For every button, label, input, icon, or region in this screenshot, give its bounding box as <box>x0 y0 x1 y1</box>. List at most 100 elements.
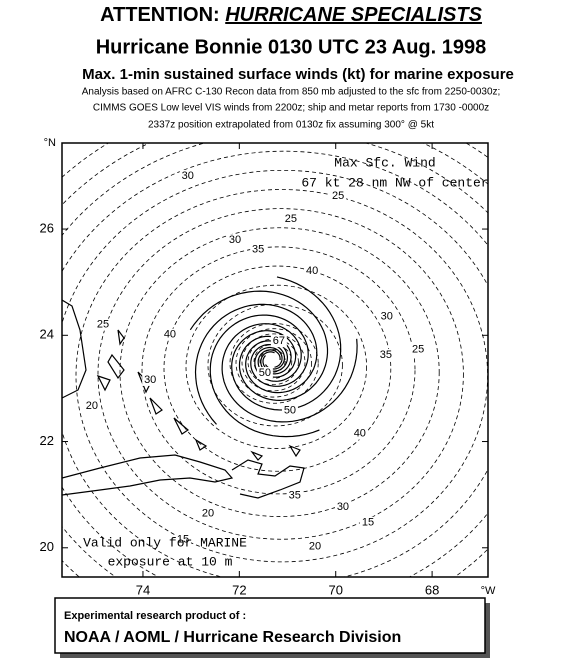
streamline <box>221 323 358 423</box>
label-bg <box>250 243 267 256</box>
label-bg <box>334 500 351 513</box>
lat-unit: °N <box>44 137 56 149</box>
lon-label: 74 <box>136 582 150 597</box>
map-frame <box>61 142 489 578</box>
label-bg <box>227 234 244 247</box>
label-bg <box>83 399 100 412</box>
label-bg <box>330 190 347 203</box>
label-bg <box>306 540 323 553</box>
contour-label: 30 <box>229 234 241 246</box>
note: CIMMS GOES Low level VIS winds from 2200… <box>93 103 489 114</box>
lon-unit: °W <box>481 585 496 597</box>
coast <box>62 454 234 496</box>
streamline <box>194 303 318 425</box>
lat-label: 22 <box>40 433 54 448</box>
contour-label: 35 <box>289 490 301 502</box>
label-bg <box>377 348 394 361</box>
island <box>250 450 264 461</box>
contour-label: 20 <box>202 508 214 520</box>
label-bg <box>142 373 159 386</box>
validity: Valid only for MARINE <box>83 535 247 550</box>
footer-box <box>54 597 486 654</box>
lat-label: 24 <box>40 327 54 342</box>
lat-label: 20 <box>40 539 54 554</box>
footer-line: NOAA / AOML / Hurricane Research Divisio… <box>64 629 401 646</box>
lon-label: 72 <box>232 582 246 597</box>
streamline <box>209 314 320 438</box>
label-bg <box>281 404 298 417</box>
contour-label: 50 <box>259 367 271 379</box>
isotach-dashed <box>119 227 440 517</box>
label-bg <box>360 516 377 529</box>
contour-label: 40 <box>164 329 176 341</box>
isotach-dashed <box>141 246 416 495</box>
island <box>288 444 301 458</box>
coastlines <box>62 299 305 499</box>
label-bg <box>94 318 111 331</box>
note: 2337z position extrapolated from 0130z f… <box>148 120 434 131</box>
label-bg <box>174 533 191 546</box>
label-bg <box>256 367 273 380</box>
contour-label: 40 <box>354 427 366 439</box>
contour-label: 30 <box>337 501 349 513</box>
note: Analysis based on AFRC C-130 Recon data … <box>82 87 501 98</box>
contour-label: 67 <box>273 335 285 347</box>
isotach-dashed <box>185 284 367 449</box>
contour-label: 20 <box>309 541 321 553</box>
title: ATTENTION: HURRICANE SPECIALISTS <box>100 4 483 26</box>
isotach-dashed <box>241 333 306 392</box>
contour-labels: 30 25 25 30 35 40 25 40 30 35 25 67 50 50 40 35 30 15 20 15… <box>83 169 427 553</box>
contour-label: 40 <box>306 265 318 277</box>
streamline <box>189 290 329 402</box>
label-bg <box>200 507 217 520</box>
contour-label: 25 <box>285 213 297 225</box>
lat-label: 26 <box>40 220 54 235</box>
contour-label: 25 <box>412 344 424 356</box>
island <box>173 417 189 435</box>
label-bg <box>179 169 196 182</box>
coast <box>62 299 87 399</box>
annotation: 67 kt 28 nm NW of center <box>301 175 488 190</box>
label-bg <box>270 335 287 348</box>
contour-label: 35 <box>252 244 264 256</box>
lon-label: 70 <box>328 582 342 597</box>
isotach-dashed <box>259 349 286 373</box>
isotach-dashed <box>163 265 392 472</box>
contour-label: 30 <box>381 311 393 323</box>
island <box>194 438 208 451</box>
label-bg <box>286 489 303 502</box>
island <box>96 374 111 392</box>
contour-label: 25 <box>332 190 344 202</box>
island <box>117 329 125 346</box>
label-bg <box>304 265 321 278</box>
streamline <box>231 276 342 411</box>
contour-label: 15 <box>362 517 374 529</box>
subtitle: Hurricane Bonnie 0130 UTC 23 Aug. 1998 <box>96 36 487 58</box>
label-bg <box>282 212 299 225</box>
map: 74 72 70 68 °W 20 22 24 26 °N 30 25 25 30 35 40 25 40 30 3… <box>40 137 496 598</box>
label-bg <box>378 310 395 323</box>
heading: Max. 1-min sustained surface winds (kt) … <box>82 66 514 83</box>
contour-label: 35 <box>380 349 392 361</box>
footer-line: Experimental research product of : <box>64 610 246 622</box>
contour-label: 25 <box>97 319 109 331</box>
axes: 74 72 70 68 °W 20 22 24 26 °N <box>40 137 496 598</box>
isotach-dashed <box>235 328 312 398</box>
island <box>149 397 163 415</box>
contour-label: 15 <box>177 534 189 546</box>
coast <box>231 459 305 499</box>
isotach-dashed <box>229 323 319 404</box>
lon-label: 68 <box>425 582 439 597</box>
annotation: Max Sfc. Wind <box>334 155 435 170</box>
label-bg <box>351 427 368 440</box>
title-emph: HURRICANE SPECIALISTS <box>225 4 482 26</box>
contour-label: 50 <box>284 405 296 417</box>
contour-label: 20 <box>86 400 98 412</box>
isotach-dashed <box>97 208 464 540</box>
label-bg <box>161 328 178 341</box>
label-bg <box>410 343 427 356</box>
validity: exposure at 10 m <box>108 554 233 569</box>
isotach-dashed <box>207 303 343 427</box>
